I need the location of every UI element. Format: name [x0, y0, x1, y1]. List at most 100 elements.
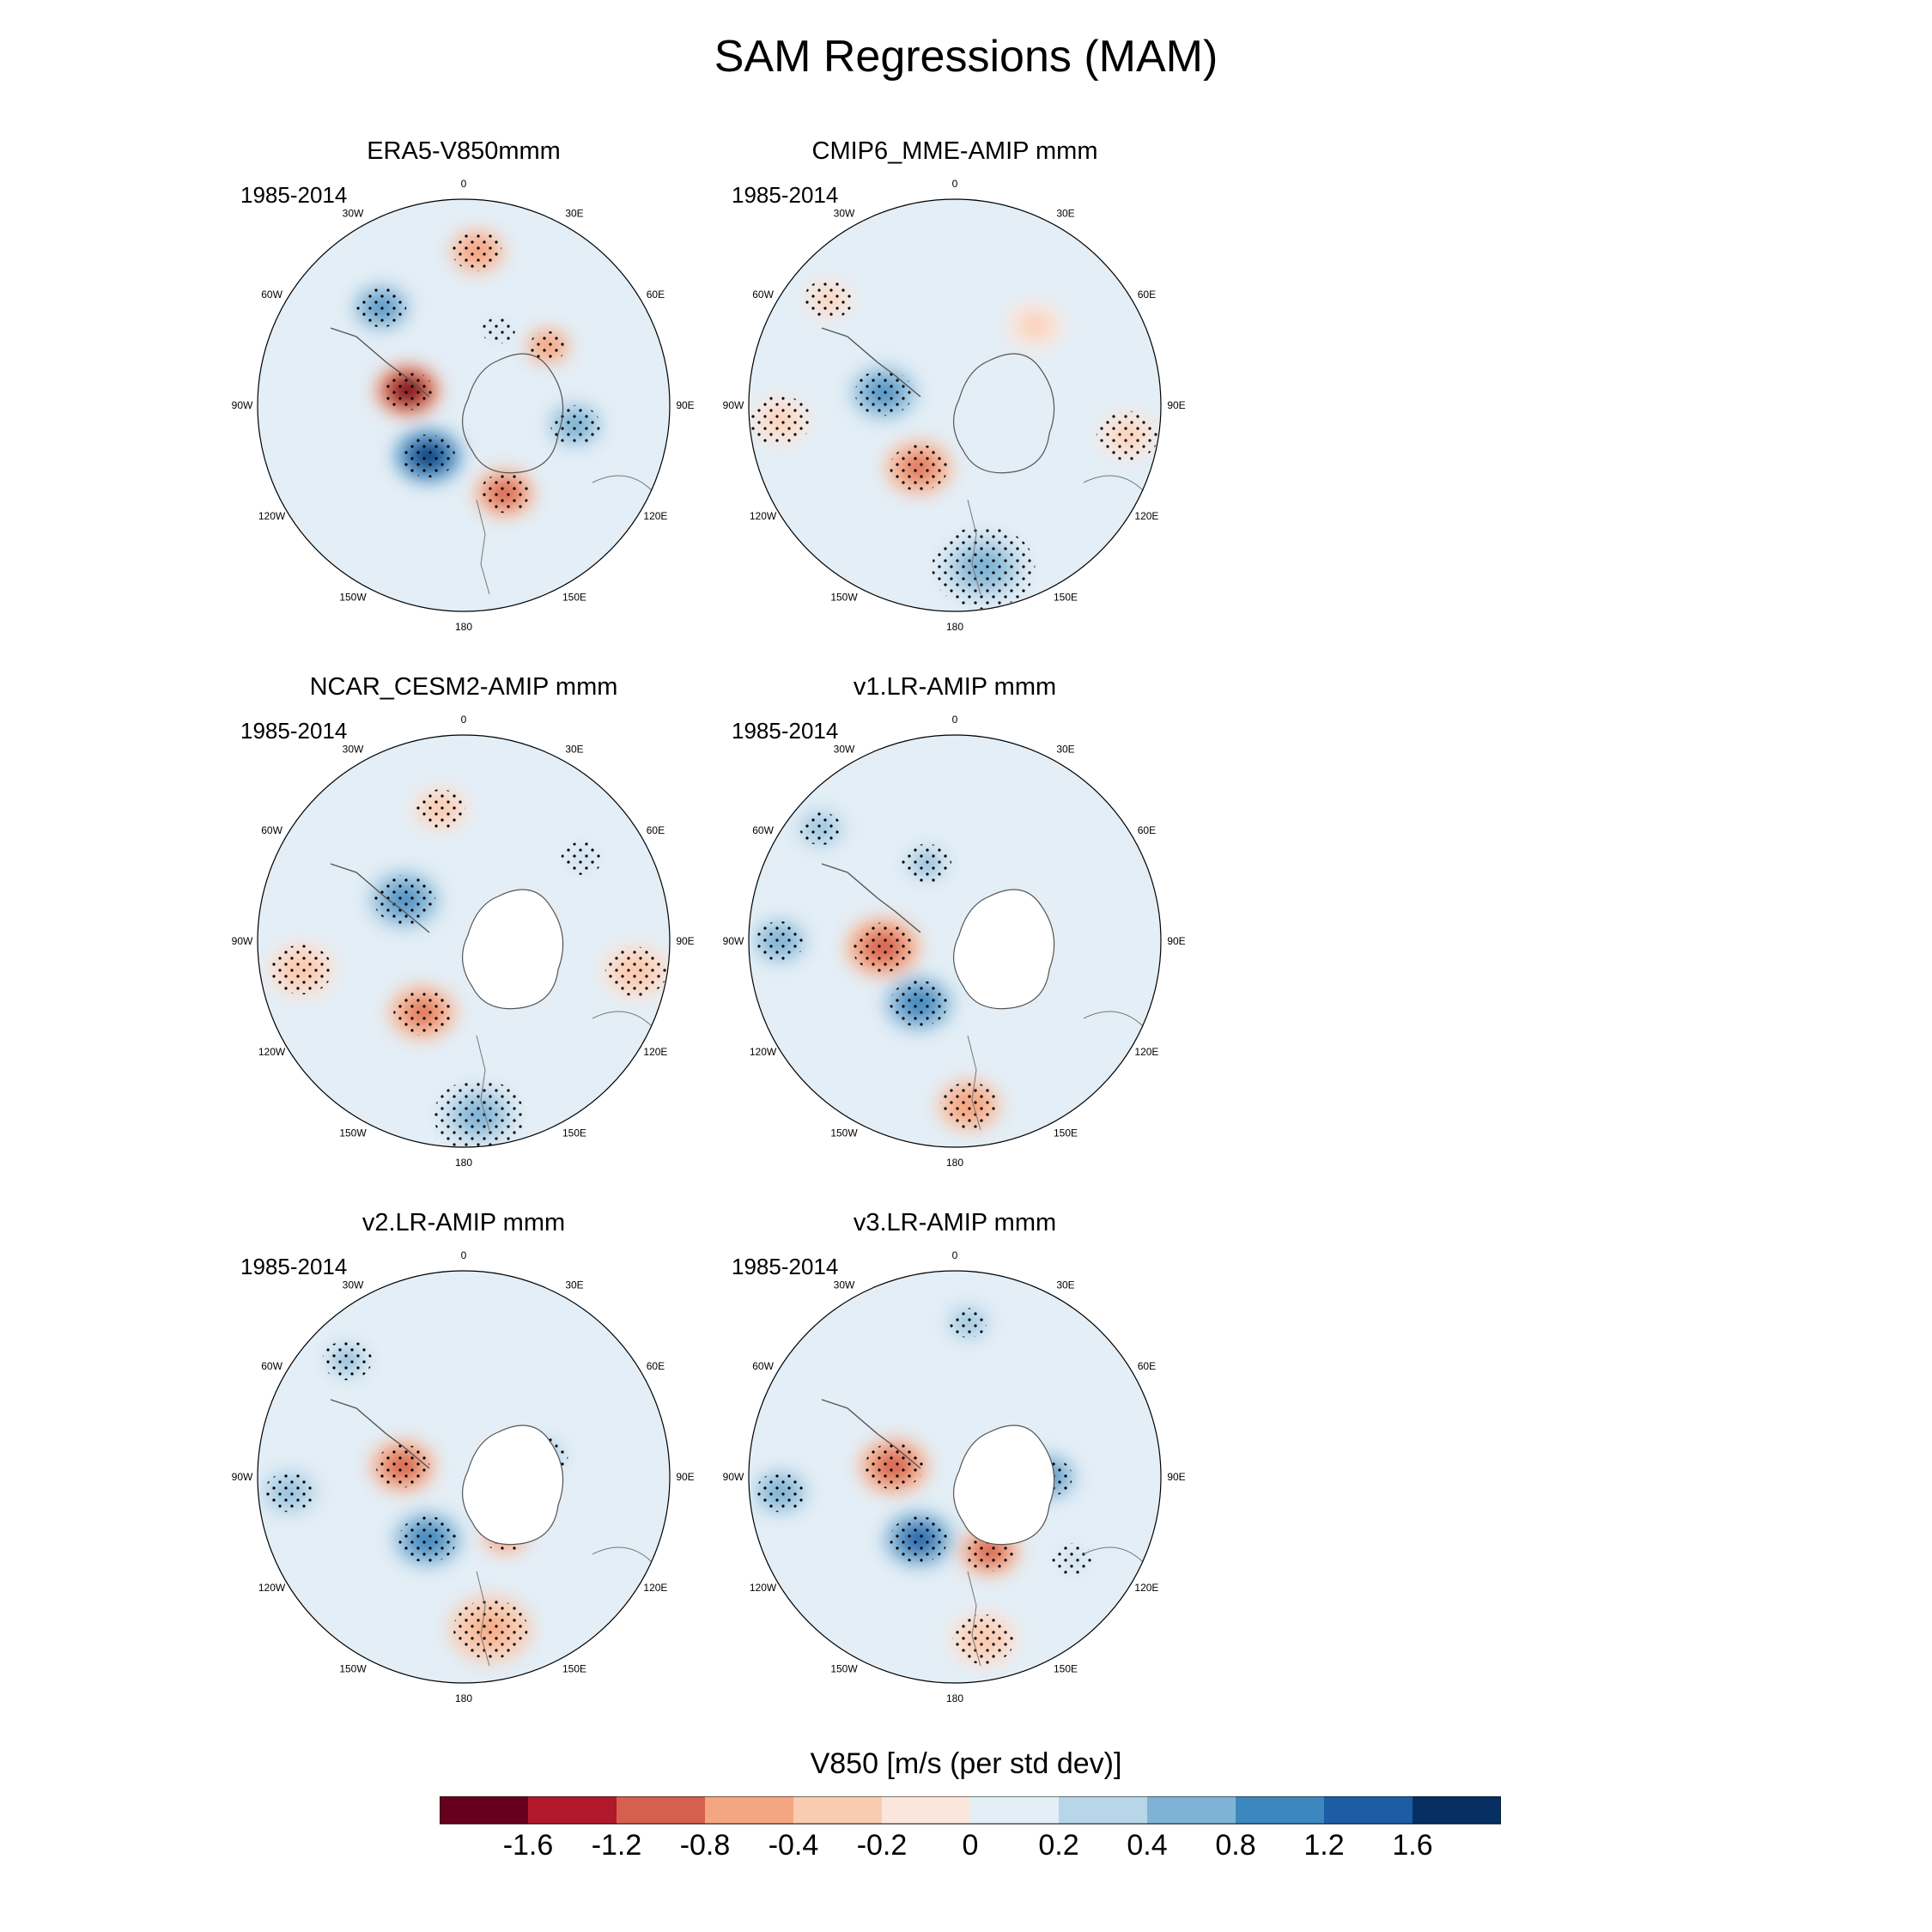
longitude-label: 60W — [261, 1360, 283, 1372]
colorbar-label: -0.8 — [680, 1829, 731, 1862]
significance-stipple — [940, 1082, 999, 1129]
significance-stipple — [375, 1444, 430, 1488]
significance-stipple — [561, 841, 603, 875]
longitude-label: 180 — [455, 621, 472, 633]
new-zealand-coast — [476, 499, 490, 595]
map-panel: ERA5-V850mmm 1985-2014 0 30E 60E 90E 120E 150E 1… — [223, 137, 704, 653]
significance-stipple — [605, 946, 667, 997]
significance-stipple — [902, 843, 951, 884]
longitude-label: 120E — [1134, 1582, 1158, 1594]
background-field — [749, 735, 1161, 1147]
longitude-label: 60E — [1138, 1360, 1156, 1372]
new-zealand-coast — [476, 1035, 490, 1131]
panel-period: 1985-2014 — [240, 1254, 348, 1279]
antarctica-outline — [461, 353, 564, 474]
significance-stipple — [1096, 410, 1158, 461]
significance-stipple — [482, 317, 515, 344]
antarctica-outline — [952, 1425, 1055, 1546]
significance-stipple — [890, 444, 948, 491]
south-america-coast — [821, 327, 921, 398]
longitude-label: 120W — [258, 1582, 286, 1594]
longitude-label: 150E — [1054, 1662, 1078, 1674]
longitude-label: 0 — [952, 178, 958, 190]
longitude-label: 60E — [1138, 289, 1156, 301]
colorbar-swatch — [1413, 1796, 1501, 1824]
polar-map: 0 30E 60E 90E 120E 150E 180 150W 120W 90W 60W 30W — [723, 1249, 1186, 1704]
panel-period: 1985-2014 — [732, 182, 839, 208]
significance-stipple — [322, 1340, 373, 1381]
significance-stipple — [755, 1472, 805, 1512]
longitude-label: 120E — [643, 1046, 667, 1058]
significance-stipple — [479, 473, 530, 513]
longitude-label: 30E — [1056, 744, 1074, 756]
longitude-label: 150W — [830, 591, 858, 603]
longitude-label: 30W — [343, 744, 364, 756]
significance-stipple — [264, 1472, 314, 1512]
map-border — [257, 1270, 671, 1684]
panel-period: 1985-2014 — [732, 1254, 839, 1279]
longitude-label: 90E — [676, 935, 694, 947]
significance-stipple — [890, 1516, 948, 1563]
panel-title: NCAR_CESM2-AMIP mmm — [309, 673, 618, 701]
longitude-label: 120E — [643, 510, 667, 522]
longitude-label: 60E — [647, 824, 665, 836]
longitude-label: 120W — [750, 1046, 777, 1058]
longitude-label: 120W — [258, 510, 286, 522]
south-america-coast — [330, 1399, 430, 1469]
longitude-label: 0 — [461, 178, 467, 190]
significance-stipple — [932, 526, 1036, 610]
polar-map: 0 30E 60E 90E 120E 150E 180 150W 120W 90W 60W 30W — [232, 178, 695, 633]
longitude-label: 90W — [723, 1471, 744, 1483]
colorbar-label: 1.2 — [1303, 1829, 1344, 1862]
colorbar-swatch — [1147, 1796, 1236, 1824]
longitude-label: 90E — [1167, 399, 1185, 411]
significance-stipple — [755, 920, 805, 962]
map-panel: v3.LR-AMIP mmm 1985-2014 0 30E 60E 90E 120E 150… — [714, 1209, 1195, 1724]
colorbar: -1.6 -1.2 -0.8 -0.4 -0.2 0 0.2 0.4 0.8 1.2 1.6 — [440, 1796, 1501, 1862]
panel-title: v3.LR-AMIP mmm — [853, 1209, 1057, 1236]
colorbar-swatch — [1059, 1796, 1147, 1824]
colorbar-label: 0.8 — [1215, 1829, 1255, 1862]
map-panel: CMIP6_MME-AMIP mmm 1985-2014 0 30E 60E 90E 120… — [714, 137, 1195, 653]
background-field — [749, 1271, 1161, 1683]
longitude-label: 180 — [946, 1692, 963, 1704]
map-field — [749, 1271, 1161, 1683]
significance-stipple — [529, 331, 567, 361]
longitude-label: 30W — [343, 208, 364, 220]
colorbar-label: 0 — [963, 1829, 979, 1862]
colorbar-swatch — [882, 1796, 970, 1824]
map-border — [257, 198, 671, 612]
longitude-label: 30W — [834, 208, 855, 220]
south-america-coast — [821, 1399, 921, 1469]
panel-period: 1985-2014 — [732, 718, 839, 744]
south-america-coast — [330, 863, 430, 933]
colorbar-label: -0.2 — [857, 1829, 908, 1862]
panel-title: ERA5-V850mmm — [367, 137, 561, 165]
significance-stipple — [401, 434, 455, 477]
longitude-label: 150E — [562, 591, 586, 603]
new-zealand-coast — [967, 499, 981, 595]
longitude-label: 30E — [565, 1279, 583, 1291]
longitude-label: 60W — [752, 289, 774, 301]
longitude-label: 30E — [565, 208, 583, 220]
longitude-label: 90E — [1167, 1471, 1185, 1483]
longitude-label: 90E — [1167, 935, 1185, 947]
longitude-label: 60W — [261, 824, 283, 836]
longitude-label: 60E — [647, 1360, 665, 1372]
significance-stipple — [854, 369, 913, 416]
colorbar-swatch — [1324, 1796, 1413, 1824]
significance-stipple — [852, 922, 914, 973]
longitude-label: 150E — [562, 1127, 586, 1139]
colorbar-label: 0.4 — [1127, 1829, 1167, 1862]
colorbar-swatch — [1236, 1796, 1324, 1824]
colorbar-swatch — [440, 1796, 528, 1824]
map-field — [749, 735, 1161, 1147]
longitude-label: 30E — [565, 744, 583, 756]
significance-stipple — [374, 875, 436, 925]
significance-stipple — [270, 945, 332, 995]
longitude-label: 180 — [455, 1157, 472, 1169]
longitude-label: 120W — [750, 510, 777, 522]
significance-stipple — [393, 989, 452, 1036]
longitude-label: 90E — [676, 1471, 694, 1483]
longitude-label: 180 — [455, 1692, 472, 1704]
